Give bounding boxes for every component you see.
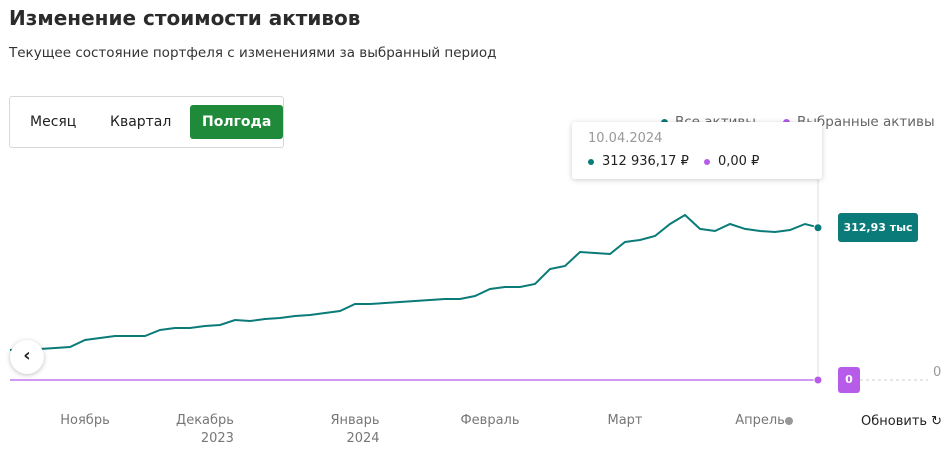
end-value-badge: 312,93 тыс	[838, 213, 918, 242]
y-tick-label: 0	[933, 365, 941, 380]
subtitle: Текущее состояние портфеля с изменениями…	[9, 45, 497, 61]
refresh-button[interactable]: Обновить ↻	[861, 414, 943, 429]
current-marker	[785, 417, 793, 425]
x-tick-label: Ноябрь	[60, 413, 110, 428]
title: Изменение стоимости активов	[9, 6, 361, 30]
series-line	[9, 213, 821, 351]
tooltip-date: 10.04.2024	[588, 131, 663, 146]
tooltip: 10.04.2024 312 936,17 ₽ 0,00 ₽	[572, 122, 822, 179]
back-button[interactable]: ‹	[10, 340, 44, 374]
tab[interactable]: Полгода	[190, 105, 284, 139]
end-value-badge: 0	[838, 367, 860, 393]
end-point	[813, 375, 823, 385]
tooltip-value-text: 0,00 ₽	[718, 154, 760, 169]
tooltip-value: 312 936,17 ₽	[588, 154, 689, 169]
tooltip-value-text: 312 936,17 ₽	[602, 154, 689, 169]
x-tick-label: Декабрь 2023	[176, 413, 234, 446]
tooltip-value: 0,00 ₽	[704, 154, 759, 169]
tab[interactable]: Месяц	[30, 114, 77, 130]
period-tabs: Месяц Квартал Полгода	[9, 96, 284, 148]
legend-label: Выбранные активы	[797, 114, 935, 130]
tooltip-dot	[588, 158, 594, 165]
x-tick-label: Февраль	[460, 413, 520, 428]
x-tick-label: Январь 2024	[330, 413, 380, 446]
x-tick-label: Апрель	[735, 413, 785, 428]
x-tick-label: Март	[607, 413, 643, 428]
end-point	[813, 223, 823, 233]
tooltip-dot	[704, 158, 710, 165]
tab[interactable]: Квартал	[110, 114, 172, 130]
